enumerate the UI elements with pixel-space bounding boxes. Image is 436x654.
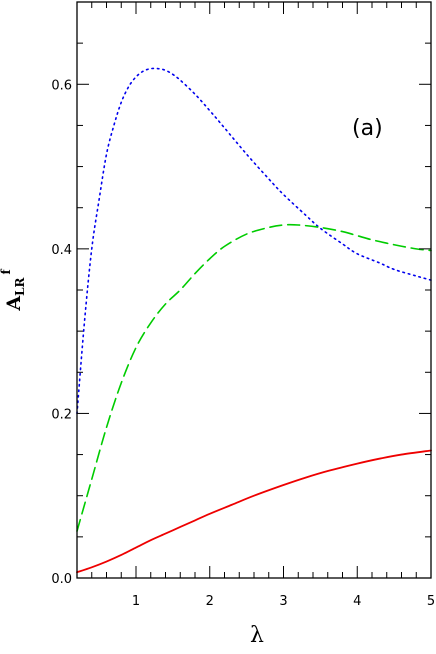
ticks-layer [76, 2, 432, 579]
x-axis-title: λ [250, 623, 264, 648]
x-tick-label: 2 [206, 594, 214, 609]
x-tick-label: 5 [427, 594, 435, 609]
y-tick-label: 0.0 [51, 572, 72, 587]
y-tick-label: 0.6 [51, 78, 72, 93]
x-tick-label: 4 [353, 594, 361, 609]
y-axis-title: ALRf [0, 269, 27, 312]
y-tick-label: 0.4 [51, 243, 72, 258]
y-axis-title-sup: f [0, 269, 13, 275]
x-tick-label: 1 [132, 594, 140, 609]
panel-annotation: (a) [352, 116, 383, 141]
series-layer [76, 67, 432, 574]
y-axis-title-main: A [3, 296, 25, 312]
labels-layer: 1 2 3 4 5 0.0 0.2 0.4 0.6 [51, 78, 435, 609]
x-tick-label: 3 [279, 594, 287, 609]
series-line-solid [76, 449, 432, 574]
y-tick-label: 0.2 [51, 407, 72, 422]
series-line-dashed [76, 223, 432, 532]
y-axis-title-sub: LR [13, 276, 27, 295]
